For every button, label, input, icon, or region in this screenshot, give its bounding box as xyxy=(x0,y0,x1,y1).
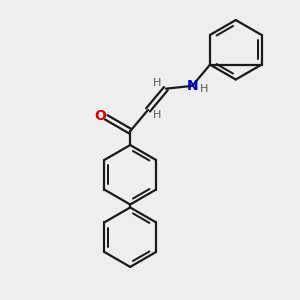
Text: O: O xyxy=(94,109,106,123)
Text: N: N xyxy=(186,79,198,93)
Text: H: H xyxy=(153,78,161,88)
Text: H: H xyxy=(200,84,208,94)
Text: H: H xyxy=(153,110,161,120)
